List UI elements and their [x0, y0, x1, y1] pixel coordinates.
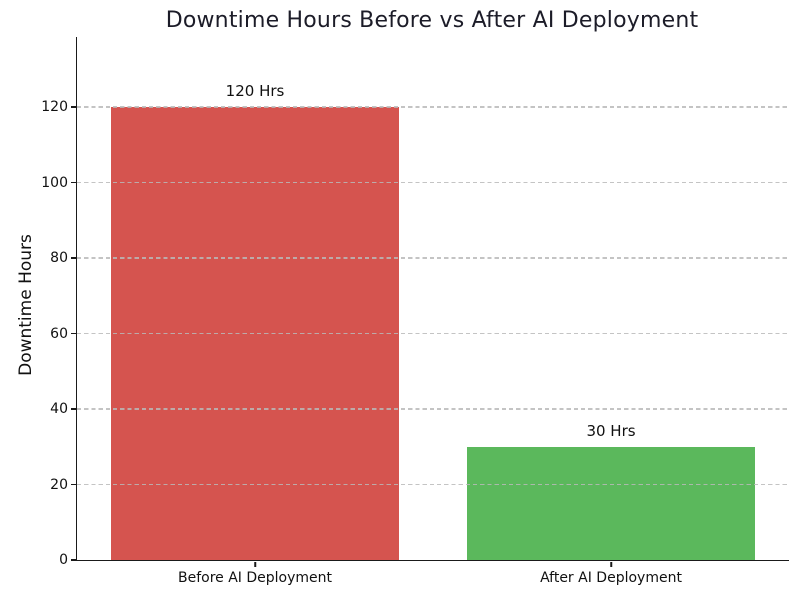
y-tick-label: 0 — [59, 552, 68, 568]
y-tick-mark — [70, 408, 76, 410]
y-tick-label: 20 — [50, 476, 68, 493]
x-tick-mark — [610, 561, 612, 567]
y-tick-label: 100 — [41, 174, 68, 191]
y-tick-mark — [70, 483, 76, 486]
y-tick-mark — [70, 257, 76, 259]
y-tick-label: 120 — [41, 99, 68, 116]
bar-value-label: 30 Hrs — [586, 421, 636, 440]
y-tick-label: 40 — [50, 401, 68, 418]
grid-line — [77, 106, 789, 108]
y-tick-mark — [70, 332, 76, 335]
y-tick-mark — [70, 181, 76, 184]
x-tick-mark — [254, 561, 256, 567]
y-tick-mark — [70, 559, 76, 561]
y-tick-label: 80 — [50, 250, 68, 267]
grid-line — [77, 408, 789, 410]
chart-title: Downtime Hours Before vs After AI Deploy… — [165, 8, 699, 33]
grid-line — [77, 181, 789, 184]
y-tick-mark — [70, 106, 76, 108]
x-tick-label-before-ai-deployment: Before AI Deployment — [177, 570, 333, 586]
grid-line — [77, 483, 789, 486]
y-tick-label: 60 — [50, 325, 68, 342]
bar-after-ai-deployment — [467, 446, 755, 560]
bar-value-label: 120 Hrs — [225, 82, 285, 101]
grid-line — [77, 257, 789, 259]
plot-area: 0 20 40 60 80 100 120 120 Hrs Before AI Deployme… — [41, 37, 789, 586]
grid-line — [77, 332, 789, 335]
x-tick-label-after-ai-deployment: After AI Deployment — [540, 570, 682, 586]
